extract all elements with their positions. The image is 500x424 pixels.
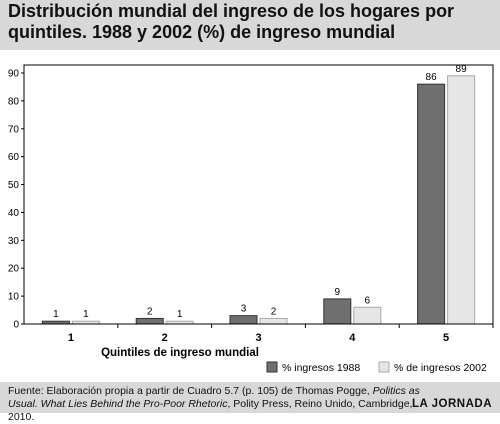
title-band: Distribución mundial del ingreso de los … xyxy=(0,0,500,50)
legend-swatch xyxy=(378,361,390,373)
data-label: 1 xyxy=(83,309,89,320)
y-tick-label: 30 xyxy=(8,236,20,247)
y-tick-label: 70 xyxy=(8,124,20,135)
x-tick-label: 2 xyxy=(162,332,168,344)
bar xyxy=(259,317,288,325)
y-tick-label: 10 xyxy=(8,292,20,303)
bar-chart: 0 10 20 30 40 50 60 70 80 90 1 1 1 2 2 1 3 3 2 4 9 6 5 86 89 Quin… xyxy=(8,64,494,374)
y-tick-label: 50 xyxy=(8,180,20,191)
data-label: 1 xyxy=(177,309,183,320)
bar xyxy=(323,298,352,325)
data-label: 1 xyxy=(53,309,59,320)
source-text-1: Fuente: Elaboración propia a partir de C… xyxy=(8,385,373,397)
chart-title: Distribución mundial del ingreso de los … xyxy=(8,1,455,42)
data-label: 3 xyxy=(241,304,247,315)
data-label: 2 xyxy=(147,306,153,317)
data-label: 2 xyxy=(271,306,277,317)
x-tick-label: 4 xyxy=(349,332,356,344)
legend-label: % de ingresos 2002 xyxy=(394,362,487,374)
footer-band: Fuente: Elaboración propia a partir de C… xyxy=(0,382,500,423)
data-label: 89 xyxy=(456,64,468,75)
source-book-title: Politics as Usual. What Lies Behind the … xyxy=(8,385,420,410)
source-note: Fuente: Elaboración propia a partir de C… xyxy=(8,385,428,424)
data-label: 86 xyxy=(426,72,438,83)
bar xyxy=(353,306,382,325)
x-axis-title: Quintiles de ingreso mundial xyxy=(101,347,259,359)
y-tick-label: 90 xyxy=(8,69,20,80)
y-tick-label: 20 xyxy=(8,264,20,275)
y-tick-label: 60 xyxy=(8,152,20,163)
legend-label: % ingresos 1988 xyxy=(282,362,360,374)
x-tick-label: 5 xyxy=(443,332,449,344)
x-tick-label: 1 xyxy=(68,332,74,344)
y-tick-label: 40 xyxy=(8,208,20,219)
data-label: 9 xyxy=(335,287,341,298)
legend-swatch xyxy=(266,361,278,373)
chart-area: 0 10 20 30 40 50 60 70 80 90 1 1 1 2 2 1 3 3 2 4 9 6 5 86 89 Quin… xyxy=(0,50,500,380)
brand-label: LA JORNADA xyxy=(412,398,492,410)
bar xyxy=(417,83,446,325)
bar xyxy=(447,75,476,325)
y-tick-label: 80 xyxy=(8,96,20,107)
bar xyxy=(135,317,164,325)
x-tick-label: 3 xyxy=(255,332,261,344)
bar xyxy=(229,315,258,325)
data-label: 6 xyxy=(365,295,371,306)
y-tick-label: 0 xyxy=(13,320,19,331)
